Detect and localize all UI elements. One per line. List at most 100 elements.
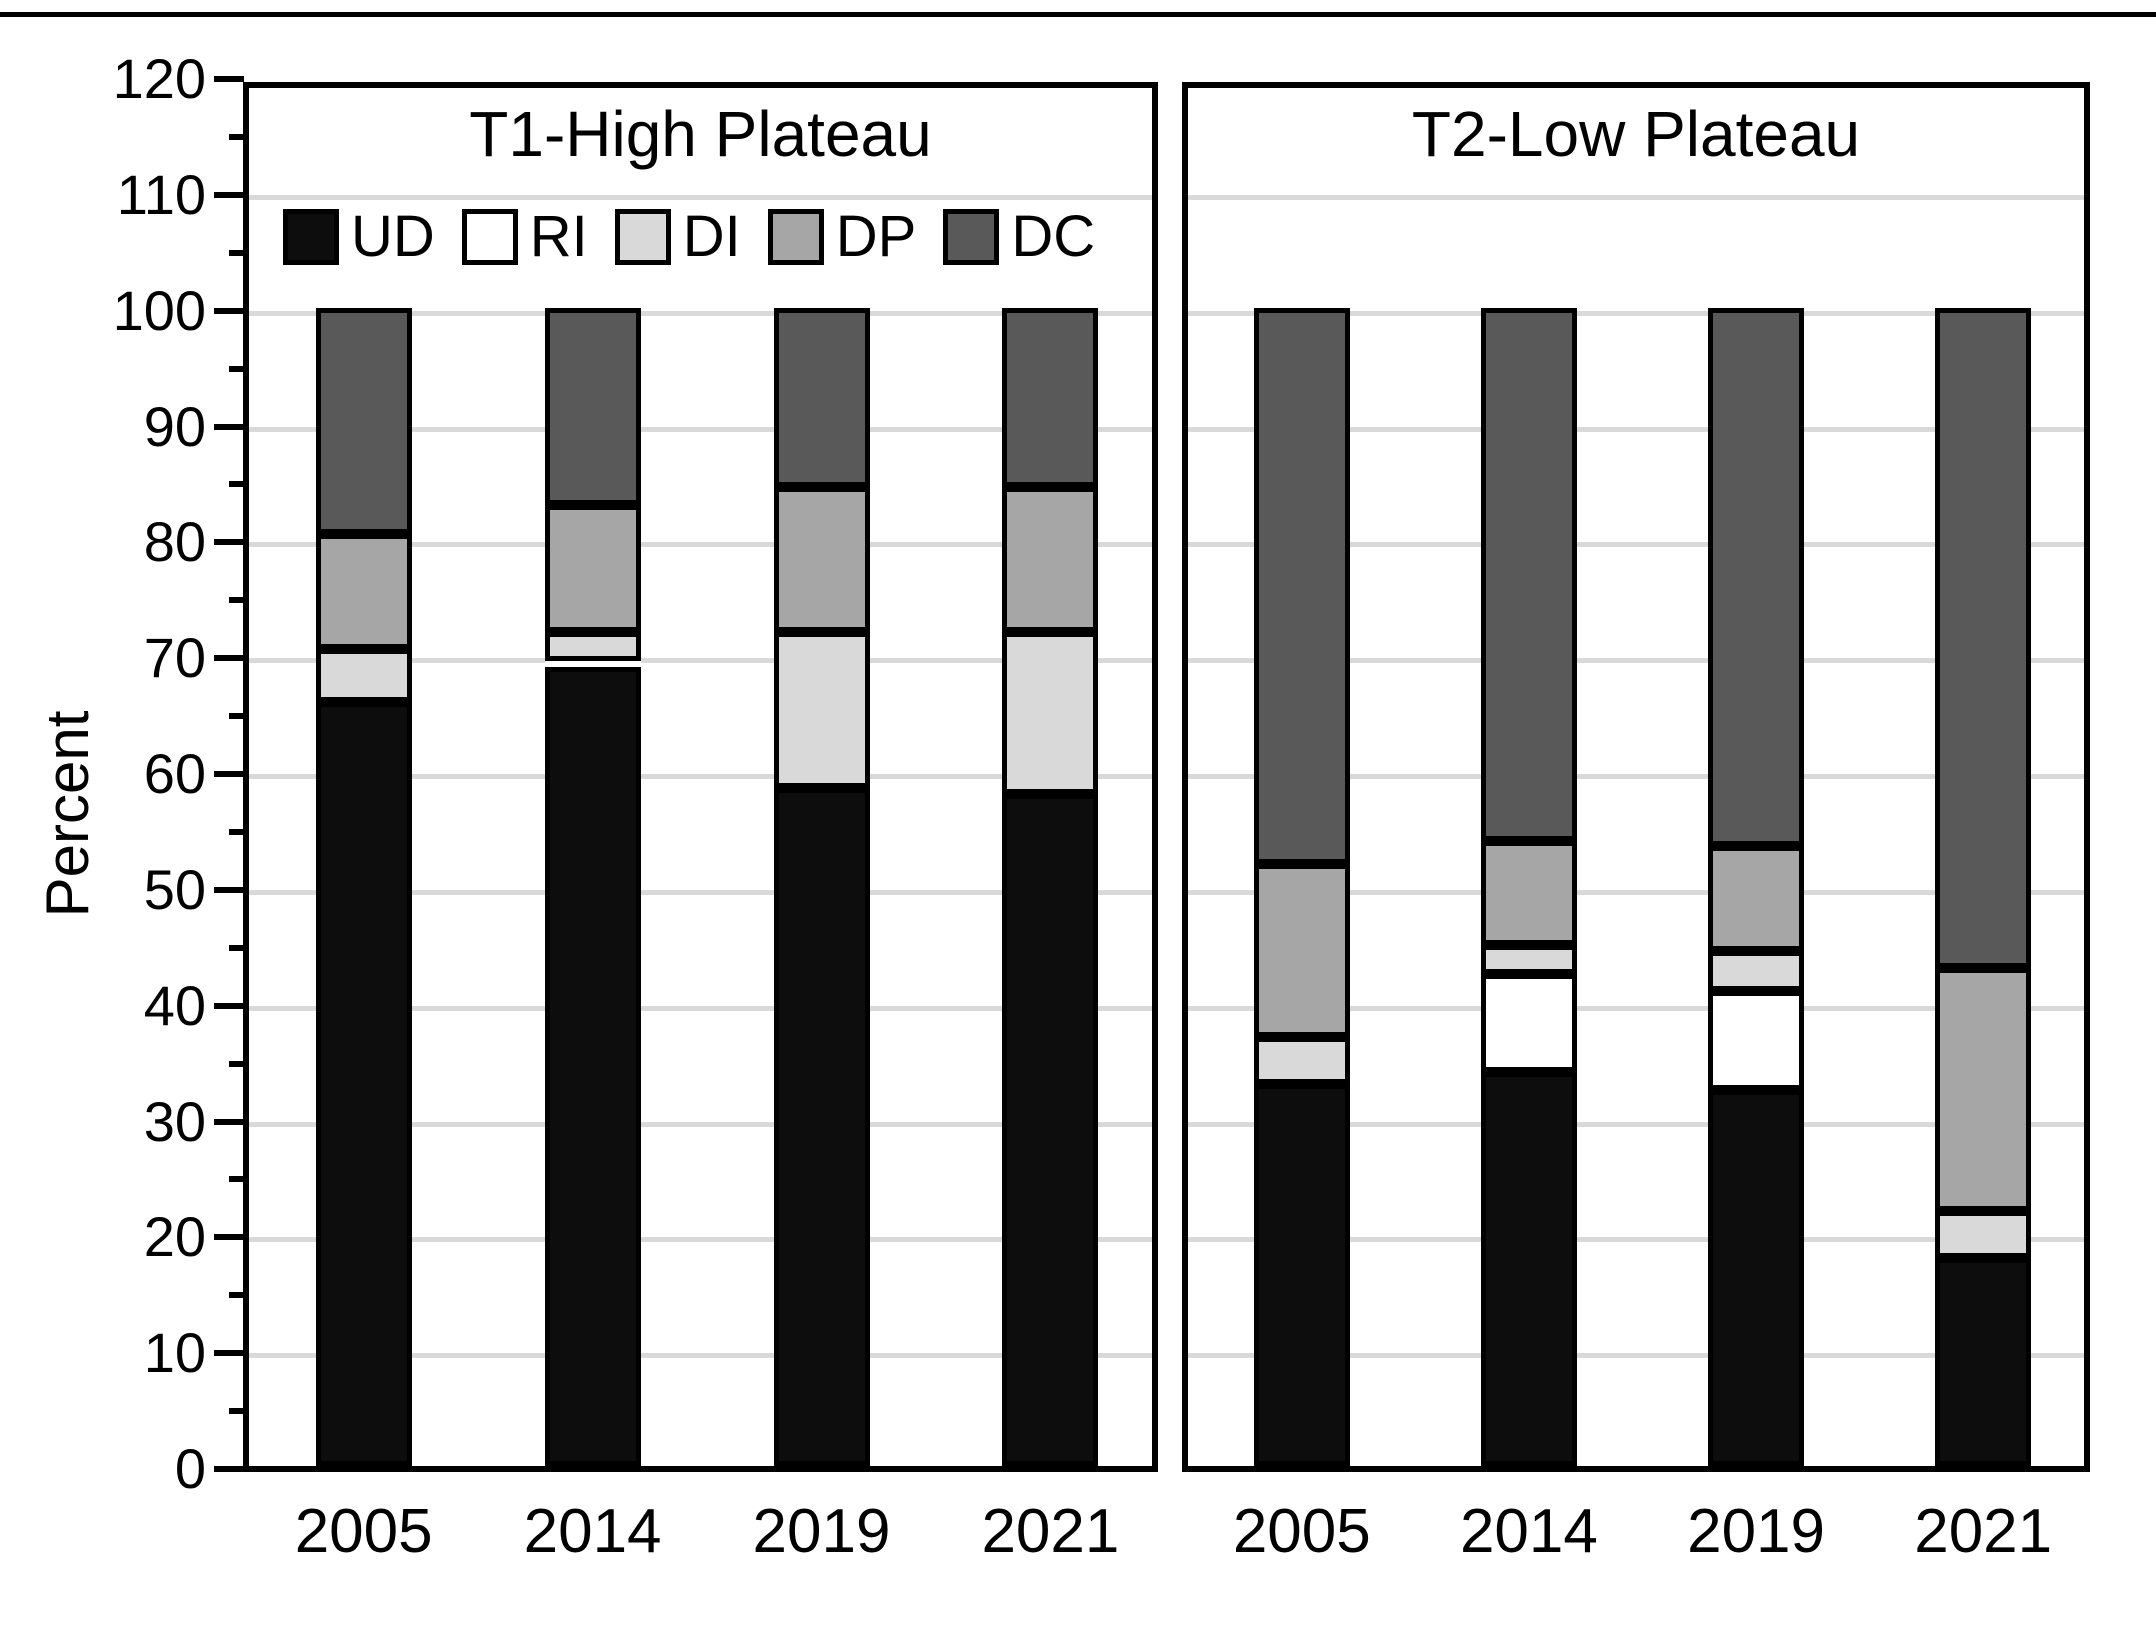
- segment-ud-2014: [1480, 1072, 1577, 1466]
- segment-dp-2005: [1253, 863, 1350, 1038]
- y-major-tick-40: [214, 1002, 244, 1009]
- y-minor-tick-5: [229, 1408, 244, 1415]
- legend-label-di: DI: [682, 204, 741, 269]
- y-minor-tick-75: [229, 597, 244, 604]
- legend-label-ri: RI: [529, 204, 588, 269]
- segment-di-2005: [1253, 1037, 1350, 1084]
- y-major-tick-70: [214, 655, 244, 662]
- segment-ud-2021: [1935, 1257, 2032, 1466]
- panel-t1-high-plateau: T1-High Plateau UD RI DI DP DC: [243, 82, 1158, 1472]
- segment-dp-2021: [1935, 967, 2032, 1212]
- gridline-70: [249, 658, 1152, 664]
- gridline-110: [1188, 194, 2084, 200]
- gridline-20: [249, 1237, 1152, 1243]
- y-minor-tick-65: [229, 713, 244, 720]
- y-major-tick-10: [214, 1350, 244, 1357]
- segment-ri-2019: [1708, 991, 1805, 1090]
- segment-dc-2019: [773, 307, 870, 488]
- y-minor-tick-15: [229, 1292, 244, 1299]
- segment-ud-2021: [1002, 794, 1099, 1466]
- y-tick-label-40: 40: [143, 973, 206, 1037]
- y-major-tick-50: [214, 886, 244, 893]
- segment-dp-2014: [1480, 840, 1577, 945]
- y-tick-label-70: 70: [143, 626, 206, 690]
- gridline-100: [1188, 310, 2084, 316]
- bar-t1-2021: [1002, 88, 1099, 1466]
- x-tick-label-t2-2014: 2014: [1459, 1497, 1598, 1566]
- y-major-tick-80: [214, 539, 244, 546]
- legend-item-dc: DC: [943, 208, 1095, 266]
- y-tick-label-100: 100: [112, 278, 206, 342]
- bar-t2-2005: [1253, 88, 1350, 1466]
- segment-di-2021: [1935, 1211, 2032, 1258]
- x-tick-label-t2-2005: 2005: [1232, 1497, 1371, 1566]
- segment-dp-2021: [1002, 487, 1099, 632]
- panel-t2-low-plateau: T2-Low Plateau: [1182, 82, 2090, 1472]
- legend-label-dp: DP: [835, 204, 917, 269]
- segment-dc-2019: [1708, 307, 1805, 847]
- gridline-60: [1188, 774, 2084, 779]
- segment-di-2005: [315, 649, 412, 702]
- x-tick-label-t1-2005: 2005: [294, 1497, 433, 1566]
- panel-t1-plot-area: [249, 88, 1152, 1466]
- segment-dc-2014: [544, 307, 641, 505]
- gridline-100: [249, 310, 1152, 316]
- segment-ud-2019: [773, 788, 870, 1466]
- segment-dc-2014: [1480, 307, 1577, 841]
- y-tick-label-110: 110: [116, 162, 206, 226]
- x-tick-label-t1-2021: 2021: [981, 1497, 1120, 1566]
- gridline-80: [249, 542, 1152, 548]
- gridline-30: [249, 1121, 1152, 1127]
- gridline-90: [1188, 426, 2084, 432]
- segment-ud-2005: [315, 701, 412, 1466]
- x-tick-label-t1-2019: 2019: [752, 1497, 891, 1566]
- y-minor-tick-45: [229, 944, 244, 951]
- gridline-70: [1188, 658, 2084, 664]
- bar-t1-2005: [315, 88, 412, 1466]
- y-minor-tick-25: [229, 1176, 244, 1183]
- y-minor-tick-95: [229, 365, 244, 372]
- gridline-60: [249, 774, 1152, 779]
- segment-ri-2014: [1480, 973, 1577, 1073]
- y-major-tick-120: [214, 76, 244, 82]
- legend-label-ud: UD: [351, 204, 435, 269]
- segment-ud-2019: [1708, 1089, 1805, 1466]
- y-major-tick-30: [214, 1118, 244, 1125]
- segment-dc-2005: [315, 307, 412, 534]
- y-tick-label-20: 20: [143, 1205, 206, 1269]
- y-tick-label-10: 10: [143, 1321, 206, 1385]
- gridline-110: [249, 194, 1152, 200]
- legend-swatch-ud: [283, 209, 339, 265]
- segment-dp-2005: [315, 533, 412, 650]
- segment-ud-2014: [544, 666, 641, 1466]
- bar-t1-2014: [544, 88, 641, 1466]
- y-tick-label-120: 120: [112, 47, 206, 110]
- y-tick-label-50: 50: [143, 857, 206, 921]
- y-major-tick-20: [214, 1234, 244, 1241]
- panel-t1-title: T1-High Plateau: [469, 98, 932, 170]
- bar-t2-2019: [1708, 88, 1805, 1466]
- legend-swatch-dc: [943, 209, 1000, 265]
- gridline-10: [1188, 1353, 2084, 1359]
- y-minor-tick-85: [229, 481, 244, 488]
- legend-item-dp: DP: [767, 204, 917, 269]
- legend-swatch-dp: [767, 209, 824, 265]
- segment-di-2019: [773, 632, 870, 789]
- bar-t2-2021: [1935, 88, 2032, 1466]
- y-tick-label-0: 0: [174, 1437, 206, 1500]
- gridline-80: [1188, 542, 2084, 548]
- y-minor-tick-55: [229, 828, 244, 835]
- bar-t1-2019: [773, 88, 870, 1466]
- y-major-tick-100: [214, 307, 244, 314]
- segment-dc-2005: [1253, 307, 1350, 864]
- segment-di-2014: [1480, 944, 1577, 974]
- y-tick-label-90: 90: [143, 394, 206, 458]
- segment-dc-2021: [1935, 307, 2032, 968]
- segment-dp-2019: [1708, 846, 1805, 951]
- gridline-40: [249, 1005, 1152, 1011]
- segment-ud-2005: [1253, 1083, 1350, 1466]
- gridline-30: [1188, 1121, 2084, 1127]
- legend-swatch-ri: [461, 209, 518, 265]
- x-tick-label-t1-2014: 2014: [523, 1497, 662, 1566]
